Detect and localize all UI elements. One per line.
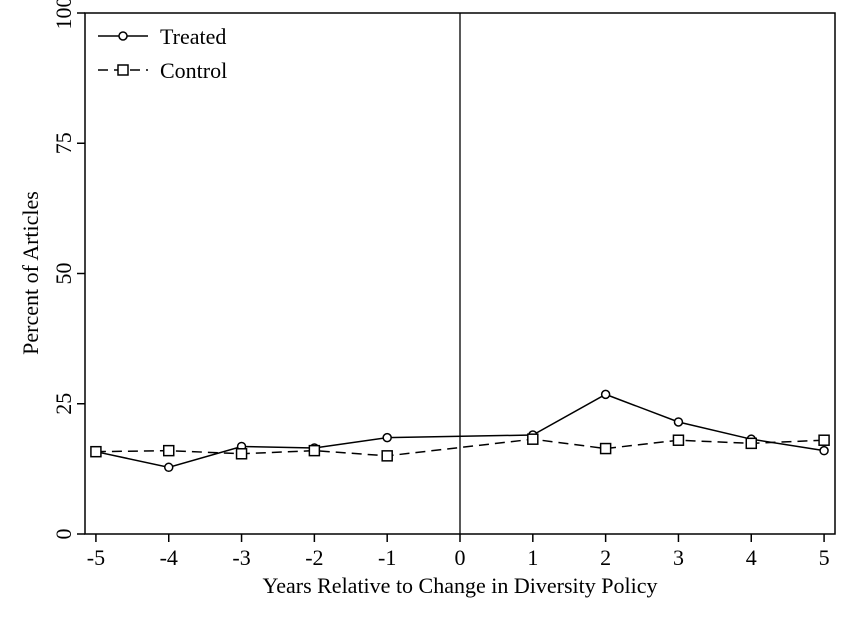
legend-marker-control (117, 64, 129, 76)
x-tick-label: 1 (527, 545, 538, 570)
legend-label-treated: Treated (160, 24, 226, 49)
data-point-control (308, 444, 321, 457)
y-tick-label: 75 (51, 132, 76, 154)
data-point-control (818, 434, 830, 446)
data-point-treated (673, 417, 684, 427)
x-tick-label: 2 (600, 545, 611, 570)
data-point-control (599, 442, 612, 455)
y-tick-label: 25 (51, 393, 76, 415)
data-point-control (235, 448, 248, 460)
series-line-treated (95, 393, 825, 469)
legend-marker-treated (118, 31, 128, 41)
x-tick-label: 4 (746, 545, 757, 570)
data-point-treated (382, 432, 392, 443)
data-point-control (527, 433, 539, 445)
x-tick-label: -2 (305, 545, 323, 570)
series-layer (90, 389, 830, 473)
legend-label-control: Control (160, 58, 227, 83)
x-tick-label: -3 (232, 545, 250, 570)
y-tick-label: 50 (51, 263, 76, 285)
x-tick-label: 0 (455, 545, 466, 570)
x-tick-label: 5 (819, 545, 830, 570)
y-axis-title: Percent of Articles (18, 191, 43, 355)
data-point-control (162, 444, 175, 457)
x-axis-ticks: -5 -4 -3 -2 -1 0 1 2 3 4 5 (87, 534, 830, 570)
data-point-control (90, 445, 102, 458)
y-tick-label: 100 (51, 0, 76, 30)
x-tick-label: -1 (378, 545, 396, 570)
data-point-treated (600, 389, 611, 400)
legend: Treated Control (98, 24, 227, 83)
x-tick-label: -5 (87, 545, 105, 570)
data-point-control (745, 437, 758, 450)
data-point-treated (819, 445, 829, 456)
data-point-control (672, 434, 685, 446)
data-point-control (381, 450, 393, 462)
x-tick-label: 3 (673, 545, 684, 570)
x-tick-label: -4 (160, 545, 178, 570)
data-point-treated (163, 462, 174, 473)
x-axis-title: Years Relative to Change in Diversity Po… (263, 573, 658, 598)
y-axis-ticks: 0 25 50 75 100 (51, 0, 85, 540)
y-tick-label: 0 (51, 529, 76, 540)
